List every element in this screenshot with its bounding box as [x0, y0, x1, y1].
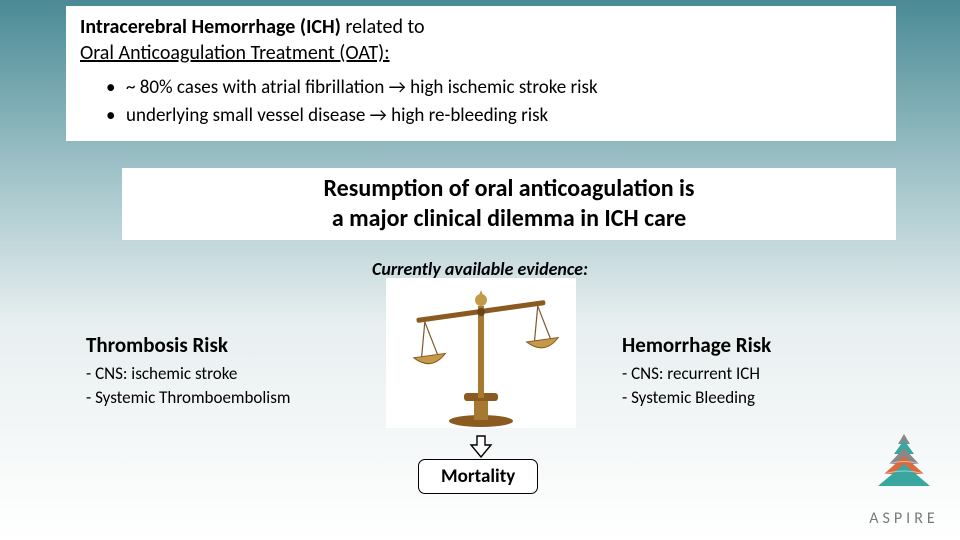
bullet-2: underlying small vessel disease → high r… — [126, 102, 882, 130]
thrombosis-list: CNS: ischemic stroke Systemic Thromboemb… — [86, 362, 290, 410]
thrombosis-title: Thrombosis Risk — [86, 332, 290, 358]
hemorrhage-list: CNS: recurrent ICH Systemic Bleeding — [622, 362, 771, 410]
dilemma-box: Resumption of oral anticoagulation is a … — [122, 168, 896, 240]
thrombosis-risk-block: Thrombosis Risk CNS: ischemic stroke Sys… — [86, 332, 290, 410]
intro-bullets: ~ 80% cases with atrial fibrillation → h… — [80, 74, 882, 129]
hemorrhage-title: Hemorrhage Risk — [622, 332, 771, 358]
aspire-tree-icon — [864, 430, 944, 502]
title-bold-1: Intracerebral Hemorrhage (ICH) — [80, 15, 341, 39]
mortality-box: Mortality — [418, 459, 538, 494]
dilemma-line-1: Resumption of oral anticoagulation is — [132, 174, 886, 204]
title-rest-1: related to — [341, 15, 425, 39]
thrombosis-item-1: CNS: ischemic stroke — [86, 362, 290, 386]
hemorrhage-item-1: CNS: recurrent ICH — [622, 362, 771, 386]
balance-scale-icon — [386, 278, 576, 428]
intro-box: Intracerebral Hemorrhage (ICH) related t… — [66, 6, 896, 141]
intro-title: Intracerebral Hemorrhage (ICH) related t… — [80, 14, 882, 66]
aspire-logo: ASPIRE — [864, 430, 944, 528]
hemorrhage-item-2: Systemic Bleeding — [622, 386, 771, 410]
dilemma-line-2: a major clinical dilemma in ICH care — [132, 204, 886, 234]
aspire-logo-text: ASPIRE — [864, 509, 944, 528]
title-line-2: Oral Anticoagulation Treatment (OAT): — [80, 41, 390, 65]
evidence-label: Currently available evidence: — [0, 258, 960, 280]
bullet-1: ~ 80% cases with atrial fibrillation → h… — [126, 74, 882, 102]
hemorrhage-risk-block: Hemorrhage Risk CNS: recurrent ICH Syste… — [622, 332, 771, 410]
thrombosis-item-2: Systemic Thromboembolism — [86, 386, 290, 410]
